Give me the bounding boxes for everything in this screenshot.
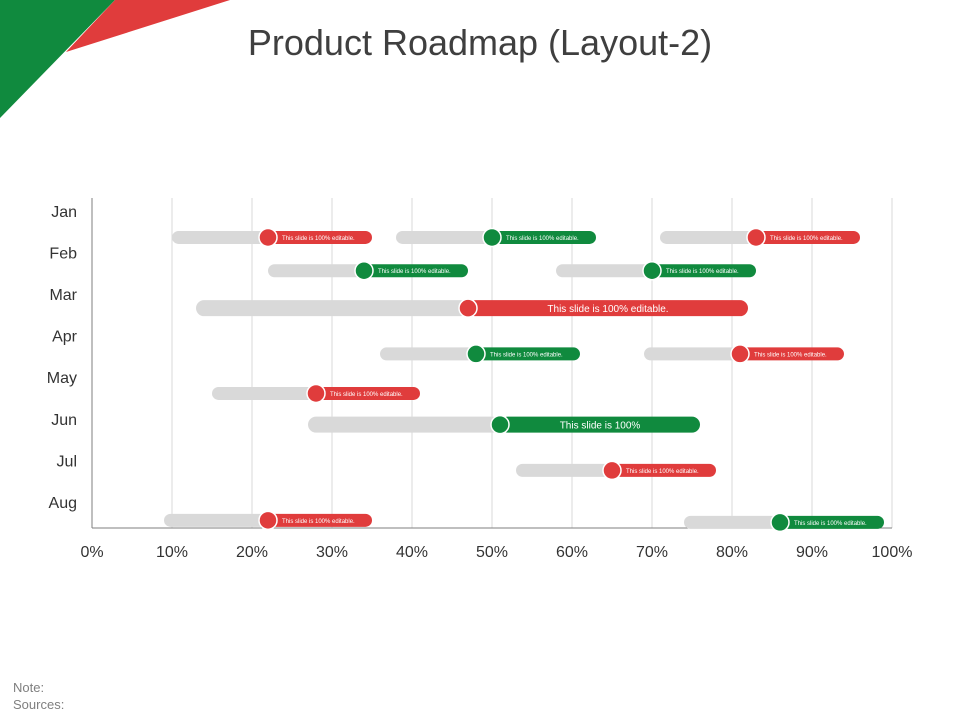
- x-tick-label: 60%: [556, 544, 588, 561]
- x-tick-label: 0%: [80, 544, 103, 561]
- task-track-bar: [684, 515, 780, 529]
- task-progress-bar: [652, 264, 756, 278]
- task-marker: [730, 344, 750, 364]
- category-label: Feb: [49, 245, 77, 262]
- note-label: Note:: [13, 680, 45, 695]
- task-progress-bar: [364, 264, 468, 278]
- task-marker: [466, 344, 486, 364]
- task-marker: [642, 260, 662, 281]
- corner-green-triangle: [0, 0, 115, 118]
- x-tick-label: 70%: [636, 544, 668, 561]
- task-marker: [306, 383, 326, 404]
- task-progress-bar: [468, 300, 748, 317]
- task-marker: [258, 227, 278, 248]
- task-label: This slide is 100% editable.: [378, 269, 451, 275]
- x-tick-label: 40%: [396, 544, 428, 561]
- task-track-bar: [212, 386, 316, 400]
- task-label: This slide is 100% editable.: [547, 304, 668, 315]
- task-marker: [602, 460, 622, 481]
- x-tick-label: 50%: [476, 544, 508, 561]
- task-marker: [746, 227, 766, 248]
- task-label: This slide is 100% editable.: [666, 269, 739, 275]
- category-label: Mar: [49, 287, 77, 304]
- task-track-bar: [308, 416, 500, 433]
- task-progress-bar: [612, 463, 716, 477]
- x-tick-label: 10%: [156, 544, 188, 561]
- x-tick-label: 30%: [316, 544, 348, 561]
- x-tick-label: 100%: [872, 544, 913, 561]
- x-tick-label: 20%: [236, 544, 268, 561]
- task-label: This slide is 100% editable.: [330, 392, 403, 398]
- task-progress-bar: [756, 230, 860, 244]
- task-track-bar: [644, 347, 740, 361]
- task-label: This slide is 100% editable.: [282, 519, 355, 525]
- task-label: This slide is 100% editable.: [626, 469, 699, 475]
- category-label: Jan: [51, 204, 77, 221]
- task-progress-bar: [268, 513, 372, 527]
- category-label: Jul: [57, 453, 77, 470]
- category-label: Apr: [52, 329, 78, 346]
- task-track-bar: [660, 230, 756, 244]
- task-track-bar: [268, 264, 364, 278]
- task-progress-bar: [316, 386, 420, 400]
- task-label: This slide is 100% editable.: [490, 352, 563, 358]
- slide-title: Product Roadmap (Layout-2): [247, 22, 713, 63]
- task-marker: [482, 227, 502, 248]
- task-track-bar: [196, 300, 468, 317]
- sources-label: Sources:: [13, 697, 65, 712]
- x-tick-label: 80%: [716, 544, 748, 561]
- task-progress-bar: [780, 515, 884, 529]
- task-track-bar: [396, 230, 492, 244]
- task-progress-bar: [492, 230, 596, 244]
- task-track-bar: [556, 264, 652, 278]
- task-marker: [258, 510, 278, 531]
- task-label: This slide is 100% editable.: [770, 236, 843, 242]
- corner-decoration: [0, 0, 230, 118]
- task-label: This slide is 100% editable.: [754, 352, 827, 358]
- task-track-bar: [164, 513, 268, 527]
- task-label: This slide is 100% editable.: [282, 236, 355, 242]
- x-tick-label: 90%: [796, 544, 828, 561]
- task-track-bar: [172, 230, 268, 244]
- task-progress-bar: [268, 230, 372, 244]
- task-progress-bar: [740, 347, 844, 361]
- task-track-bar: [380, 347, 476, 361]
- task-marker: [490, 414, 510, 435]
- task-marker: [354, 260, 374, 281]
- task-marker: [458, 298, 478, 318]
- corner-red-triangle: [66, 0, 230, 52]
- task-progress-bar: [476, 347, 580, 361]
- task-marker: [770, 512, 790, 533]
- slide-footer: Note: Sources:: [13, 679, 64, 713]
- category-label: Aug: [49, 495, 77, 512]
- task-label: This slide is 100%: [560, 421, 641, 432]
- task-label: This slide is 100% editable.: [794, 521, 867, 527]
- task-track-bar: [516, 463, 612, 477]
- category-label: Jun: [51, 412, 77, 429]
- task-label: This slide is 100% editable.: [506, 236, 579, 242]
- category-label: May: [47, 370, 77, 387]
- task-progress-bar: [500, 416, 700, 433]
